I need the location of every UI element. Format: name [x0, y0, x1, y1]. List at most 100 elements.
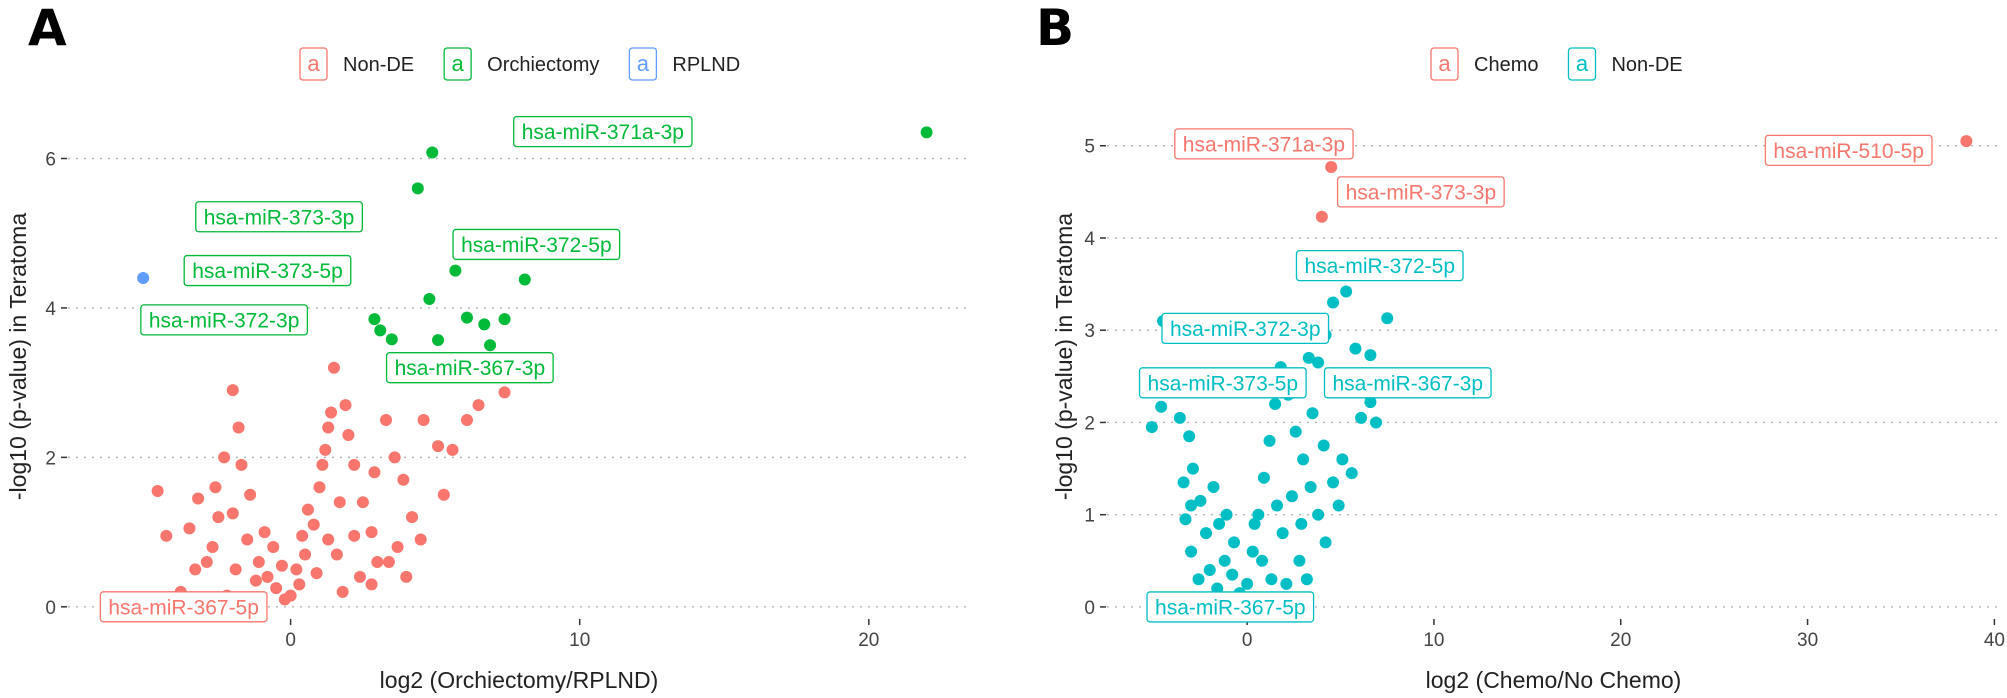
data-point	[252, 555, 265, 568]
legend-item-orchiectomy: a Orchiectomy	[443, 47, 599, 81]
x-tick-label: 10	[1423, 630, 1444, 651]
point-label: hsa-miR-367-3p	[1323, 367, 1492, 399]
data-point	[212, 511, 225, 524]
y-tick-label: 0	[1084, 598, 1095, 619]
point-label: hsa-miR-510-5p	[1764, 134, 1933, 166]
data-point	[1312, 508, 1325, 521]
data-point	[258, 526, 271, 539]
data-point	[249, 574, 262, 587]
point-label-box	[1295, 249, 1464, 282]
data-point	[1265, 573, 1278, 586]
point-label-text: hsa-miR-372-5p	[1304, 255, 1455, 278]
data-point	[206, 541, 219, 554]
point-label-box	[1764, 134, 1933, 166]
data-point	[1226, 568, 1239, 581]
data-point	[189, 563, 202, 576]
data-point	[284, 589, 297, 602]
data-point	[484, 339, 497, 352]
data-point	[1276, 527, 1289, 540]
legend-key-glyph: a	[1438, 51, 1451, 76]
data-point	[400, 570, 413, 583]
data-point	[151, 484, 164, 497]
data-point	[380, 414, 393, 427]
point-label-box	[195, 201, 363, 233]
data-point	[365, 526, 378, 539]
point-label-text: hsa-miR-371a-3p	[1183, 133, 1345, 156]
data-point	[356, 496, 369, 509]
data-point	[226, 384, 239, 397]
point-label: hsa-miR-371a-3p	[1174, 128, 1354, 160]
point-label-box	[1138, 367, 1307, 399]
point-label-text: hsa-miR-373-3p	[204, 206, 355, 229]
data-point	[270, 582, 283, 595]
legend-key-box	[443, 47, 472, 81]
data-point	[1293, 554, 1306, 567]
data-point	[209, 481, 222, 494]
point-label-text: hsa-miR-367-3p	[1332, 372, 1483, 395]
legend-item-rplnd: a RPLND	[628, 47, 740, 81]
point-label-box	[1323, 367, 1492, 399]
data-point	[137, 272, 150, 285]
x-tick-label: 10	[569, 630, 590, 651]
point-label: hsa-miR-372-3p	[140, 304, 309, 336]
data-point	[1285, 490, 1298, 503]
data-point	[1300, 573, 1313, 586]
point-label: hsa-miR-372-5p	[452, 228, 621, 261]
data-point	[437, 488, 450, 501]
data-point	[1364, 349, 1377, 362]
point-label: hsa-miR-372-5p	[1295, 249, 1464, 282]
point-label-text: hsa-miR-372-5p	[461, 234, 612, 257]
point-label: hsa-miR-372-3p	[1161, 312, 1330, 345]
point-label-box	[385, 352, 554, 384]
data-point	[920, 126, 933, 139]
legend-key-glyph: a	[637, 51, 650, 76]
point-label-text: hsa-miR-373-5p	[1148, 372, 1299, 395]
data-point	[1332, 499, 1345, 512]
data-point	[1185, 545, 1198, 558]
legend-key-glyph: a	[307, 51, 320, 76]
data-point	[1960, 135, 1973, 148]
data-point	[1297, 453, 1310, 466]
data-point	[371, 555, 384, 568]
data-point	[498, 386, 511, 399]
data-point	[460, 311, 473, 324]
data-point	[229, 563, 242, 576]
y-tick-label: 4	[1084, 229, 1095, 250]
data-point	[1280, 577, 1293, 590]
data-point	[1327, 296, 1340, 309]
data-point	[1345, 467, 1358, 480]
data-point	[353, 570, 366, 583]
x-tick-label: 0	[285, 630, 296, 651]
data-point	[1257, 471, 1270, 484]
point-label-box	[99, 591, 268, 623]
data-point	[1252, 508, 1265, 521]
data-point	[1364, 396, 1377, 409]
data-point	[1340, 285, 1353, 298]
data-point	[307, 518, 320, 531]
x-tick-label: 40	[1984, 630, 2005, 651]
data-point	[1246, 545, 1259, 558]
legend-label: Non-DE	[343, 54, 414, 76]
data-point	[1317, 439, 1330, 452]
data-point	[1319, 536, 1332, 549]
data-point	[1218, 554, 1231, 567]
data-point	[414, 533, 427, 546]
data-point	[498, 313, 511, 326]
point-label-box	[140, 304, 309, 336]
data-point	[1207, 481, 1220, 494]
legend-label: Chemo	[1474, 54, 1538, 76]
data-point	[183, 522, 196, 535]
data-point	[1304, 481, 1317, 494]
y-tick-label: 6	[45, 150, 56, 171]
data-point	[1306, 407, 1319, 420]
y-axis-title: -log10 (p-value) in Teratoma	[5, 213, 31, 500]
data-point	[1200, 527, 1213, 540]
legend-label: Orchiectomy	[487, 54, 599, 76]
point-label: hsa-miR-373-3p	[1336, 176, 1505, 208]
data-point	[261, 570, 274, 583]
data-point	[313, 481, 326, 494]
data-point	[1256, 554, 1269, 567]
data-point	[1315, 210, 1328, 223]
x-axis-title: log2 (Orchiectomy/RPLND)	[380, 667, 659, 693]
legend-key-glyph: a	[452, 51, 465, 76]
